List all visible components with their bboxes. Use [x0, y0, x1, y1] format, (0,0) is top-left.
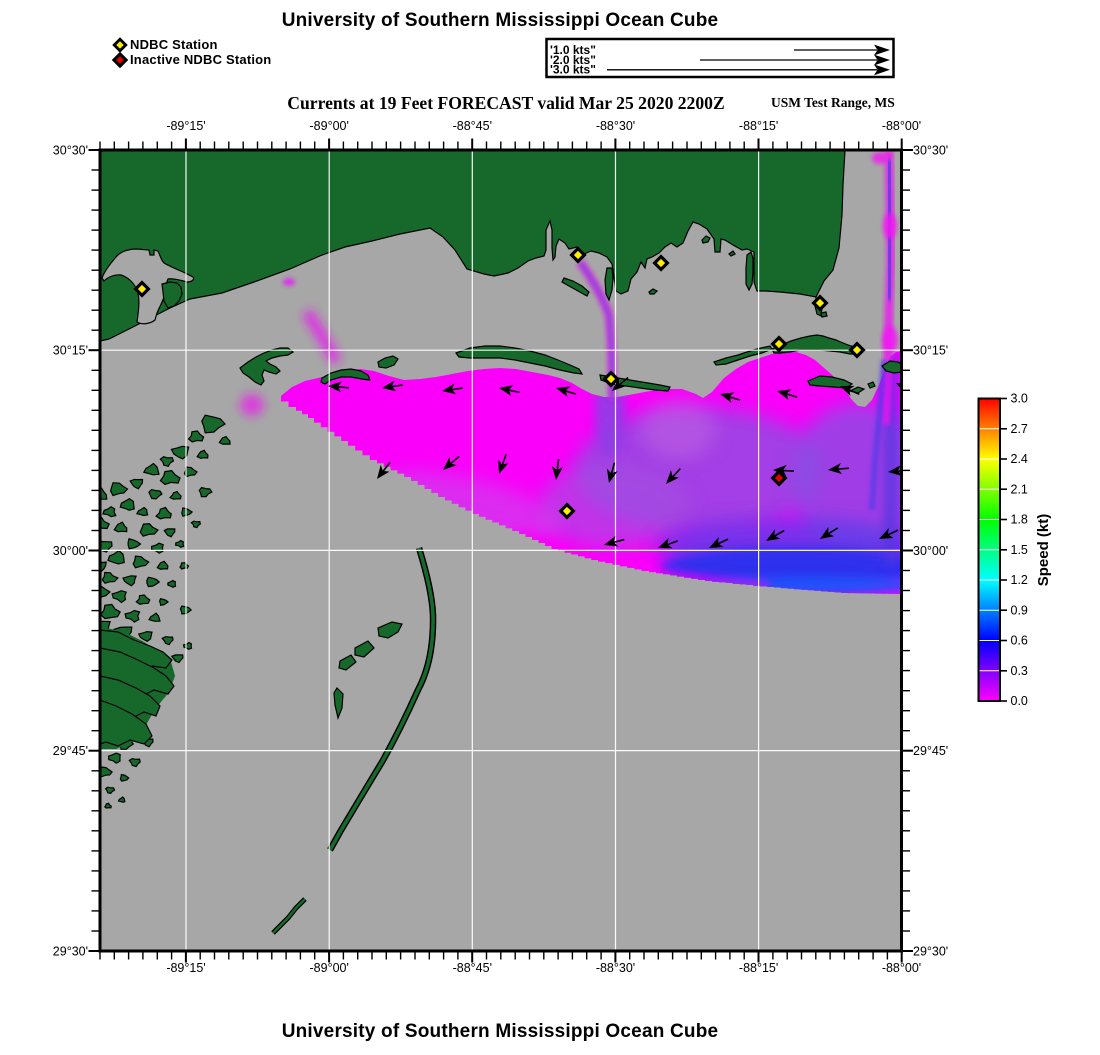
svg-text:'3.0 kts": '3.0 kts" — [550, 63, 596, 77]
svg-text:-88°45': -88°45' — [453, 961, 492, 975]
svg-text:University of Southern Mississ: University of Southern Mississippi Ocean… — [282, 1021, 719, 1042]
svg-text:0.3: 0.3 — [1011, 664, 1028, 678]
svg-text:-88°15': -88°15' — [739, 961, 778, 975]
svg-text:3.0: 3.0 — [1011, 392, 1028, 406]
svg-text:-89°15': -89°15' — [166, 119, 205, 133]
svg-text:30°30': 30°30' — [53, 144, 88, 158]
svg-text:'1.0 kts": '1.0 kts" — [550, 43, 596, 57]
svg-text:Currents at 19 Feet FORECAST v: Currents at 19 Feet FORECAST valid Mar 2… — [287, 93, 724, 113]
svg-text:2.7: 2.7 — [1011, 422, 1028, 436]
svg-text:0.0: 0.0 — [1011, 694, 1028, 708]
svg-text:University of Southern Mississ: University of Southern Mississippi Ocean… — [282, 10, 719, 31]
svg-text:29°45': 29°45' — [53, 744, 88, 758]
svg-text:1.2: 1.2 — [1011, 573, 1028, 587]
svg-text:-88°00': -88°00' — [882, 961, 921, 975]
svg-text:2.4: 2.4 — [1011, 452, 1028, 466]
svg-text:-88°30': -88°30' — [596, 119, 635, 133]
svg-text:30°15': 30°15' — [913, 344, 948, 358]
svg-text:29°45': 29°45' — [913, 744, 948, 758]
svg-text:'2.0 kts": '2.0 kts" — [550, 53, 596, 67]
svg-text:-89°00': -89°00' — [310, 119, 349, 133]
svg-text:-88°30': -88°30' — [596, 961, 635, 975]
svg-text:-88°00': -88°00' — [882, 119, 921, 133]
svg-text:2.1: 2.1 — [1011, 482, 1028, 496]
svg-text:-88°15': -88°15' — [739, 119, 778, 133]
svg-text:29°30': 29°30' — [913, 945, 948, 959]
svg-text:0.6: 0.6 — [1011, 634, 1028, 648]
svg-text:NDBC Station: NDBC Station — [130, 37, 218, 52]
svg-text:30°15': 30°15' — [53, 344, 88, 358]
svg-text:Inactive NDBC Station: Inactive NDBC Station — [130, 52, 271, 67]
svg-text:29°30': 29°30' — [53, 945, 88, 959]
svg-text:0.9: 0.9 — [1011, 604, 1028, 618]
svg-text:30°30': 30°30' — [913, 144, 948, 158]
svg-text:USM Test Range, MS: USM Test Range, MS — [771, 95, 895, 110]
svg-text:Speed (kt): Speed (kt) — [1035, 514, 1052, 587]
svg-text:1.5: 1.5 — [1011, 543, 1028, 557]
svg-text:-88°45': -88°45' — [453, 119, 492, 133]
svg-text:-89°15': -89°15' — [166, 961, 205, 975]
svg-text:30°00': 30°00' — [913, 544, 948, 558]
svg-text:30°00': 30°00' — [53, 544, 88, 558]
svg-text:-89°00': -89°00' — [310, 961, 349, 975]
svg-text:1.8: 1.8 — [1011, 513, 1028, 527]
